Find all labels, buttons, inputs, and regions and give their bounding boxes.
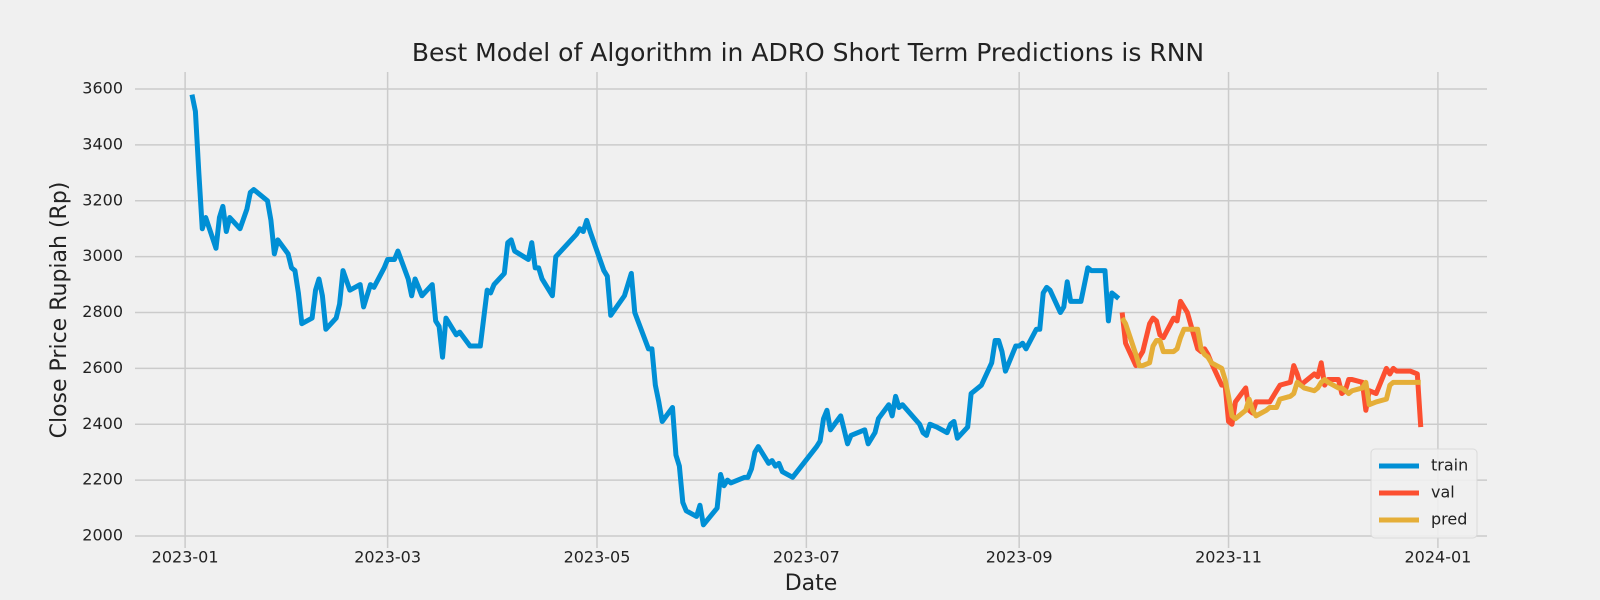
y-tick-label: 3400: [82, 134, 123, 153]
x-tick-label: 2024-01: [1404, 548, 1471, 567]
y-tick-label: 3200: [82, 190, 123, 209]
x-tick-label: 2023-03: [354, 548, 421, 567]
legend-label: pred: [1431, 510, 1467, 529]
y-tick-label: 3600: [82, 79, 123, 98]
legend-label: val: [1431, 483, 1455, 502]
legend-label: train: [1431, 456, 1468, 475]
x-tick-label: 2023-11: [1195, 548, 1262, 567]
y-tick-label: 2200: [82, 470, 123, 489]
series-line: [189, 94, 1121, 528]
x-tick-label: 2023-01: [152, 548, 219, 567]
x-axis-label: Date: [785, 571, 838, 596]
x-tick-label: 2023-09: [986, 548, 1053, 567]
chart-title: Best Model of Algorithm in ADRO Short Te…: [412, 38, 1204, 67]
y-tick-label: 2000: [82, 525, 123, 544]
y-tick-label: 2400: [82, 414, 123, 433]
legend: train val pred: [1370, 448, 1478, 539]
y-tick-label: 2600: [82, 358, 123, 377]
x-tick-label: 2023-07: [773, 548, 840, 567]
grid: 2000 2200 2400 2600 2800 3000 3200 3400 3600 2023…: [82, 72, 1487, 567]
legend-box: [1370, 448, 1478, 539]
series-line: [1120, 316, 1421, 422]
y-axis-label: Close Price Rupiah (Rp): [47, 182, 72, 439]
y-tick-label: 3000: [82, 246, 123, 265]
series-line: [1119, 298, 1424, 428]
lines: [189, 94, 1424, 528]
y-tick-label: 2800: [82, 302, 123, 321]
x-tick-label: 2023-05: [564, 548, 631, 567]
